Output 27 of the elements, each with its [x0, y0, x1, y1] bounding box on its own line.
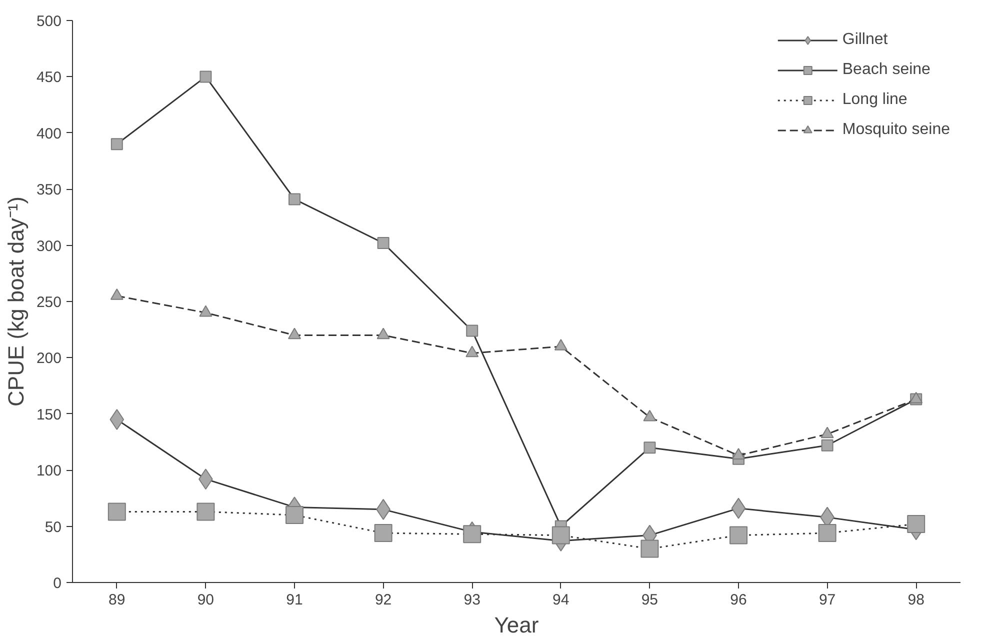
y-tick-label: 200	[36, 350, 62, 368]
legend-label: Gillnet	[842, 31, 888, 49]
legend-label: Long line	[842, 91, 908, 109]
x-tick-label: 93	[464, 592, 480, 608]
y-tick-label: 300	[36, 238, 62, 255]
y-tick-label: 50	[44, 518, 62, 536]
y-tick-label: 100	[36, 462, 62, 480]
x-tick-label: 94	[552, 592, 570, 608]
y-tick-label: 0	[53, 575, 62, 592]
legend-label: Beach seine	[842, 61, 930, 79]
x-tick-label: 90	[197, 592, 214, 608]
y-tick-label: 350	[36, 182, 62, 199]
y-tick-label: 400	[36, 125, 62, 142]
y-tick-label: 450	[36, 69, 62, 86]
x-axis-title: Year	[494, 612, 539, 638]
y-tick-label: 500	[36, 13, 62, 30]
legend-label: Mosquito seine	[842, 121, 950, 139]
x-tick-label: 89	[108, 592, 126, 608]
y-tick-label: 250	[36, 294, 62, 311]
x-tick-label: 96	[730, 592, 747, 608]
y-axis-title: CPUE (kg boat day⁻¹)	[3, 196, 28, 406]
x-tick-label: 97	[818, 592, 836, 608]
x-tick-label: 95	[641, 592, 658, 608]
y-tick-label: 150	[36, 406, 62, 424]
x-tick-label: 92	[374, 592, 392, 608]
x-tick-label: 98	[908, 592, 924, 608]
x-tick-label: 91	[286, 592, 303, 608]
